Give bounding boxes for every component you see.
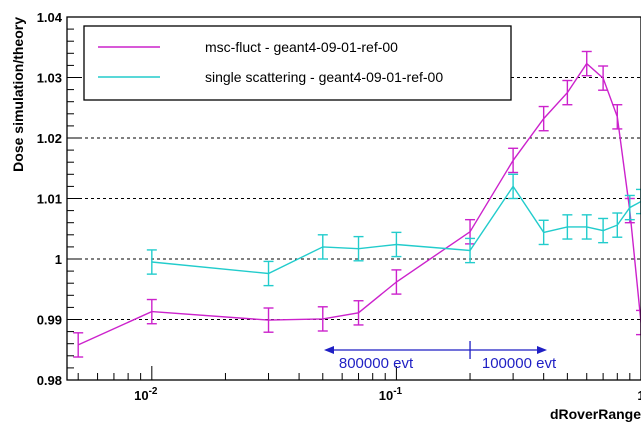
event-count-annotation: 800000 evt 100000 evt: [324, 341, 557, 372]
series-0-errorbar-11: [598, 65, 609, 91]
series-1-errorbar-6: [508, 173, 519, 200]
series-1: [146, 173, 641, 287]
series-1-errorbar-11: [612, 212, 623, 238]
x-tick-label-2: 1: [637, 388, 641, 403]
series-0-errorbar-3: [317, 306, 328, 332]
series-1-errorbar-4: [391, 231, 402, 258]
series-1-errorbar-0: [146, 249, 157, 275]
annotation-left-arrowhead: [324, 346, 334, 354]
series-1-errorbar-13: [636, 188, 641, 215]
y-tick-label-2: 1: [55, 252, 62, 267]
series-0-errorbar-7: [508, 147, 519, 174]
annotation-right-arrowhead: [537, 346, 547, 354]
legend: msc-fluct - geant4-09-01-ref-00 single s…: [83, 25, 512, 101]
series-1-line: [151, 185, 641, 275]
series-0-errorbar-12: [612, 104, 623, 130]
series-0-errorbar-9: [562, 79, 573, 106]
series-0-errorbar-14: [636, 309, 641, 336]
y-tick-label-1: 0.99: [37, 313, 62, 328]
series-0-errorbar-1: [146, 298, 157, 325]
series-1-errorbar-12: [624, 194, 635, 221]
series-1-errorbar-3: [353, 235, 364, 262]
series-0-errorbar-10: [581, 50, 592, 77]
y-tick-label-3: 1.01: [37, 192, 62, 207]
series-0-errorbar-0: [73, 332, 84, 358]
annotation-right-label: 100000 evt: [482, 355, 557, 372]
y-tick-label-6: 1.04: [37, 10, 63, 25]
series-1-errorbar-5: [465, 237, 476, 264]
annotation-left-label: 800000 evt: [339, 355, 414, 372]
series-layer: [73, 50, 641, 358]
legend-label-0: msc-fluct - geant4-09-01-ref-00: [205, 39, 398, 55]
legend-label-1: single scattering - geant4-09-01-ref-00: [205, 69, 443, 85]
series-1-errorbar-2: [317, 234, 328, 260]
legend-box: [83, 25, 512, 101]
series-1-errorbar-9: [581, 214, 592, 240]
y-tick-label-0: 0.98: [37, 373, 62, 388]
series-1-errorbar-1: [263, 260, 274, 287]
series-0-errorbar-4: [353, 300, 364, 326]
series-0-errorbar-8: [538, 105, 549, 132]
y-axis-title: Dose simulation/theory: [10, 17, 26, 172]
series-1-errorbar-8: [562, 214, 573, 240]
series-1-errorbar-7: [538, 219, 549, 246]
series-0-errorbar-2: [263, 307, 274, 333]
y-tick-label-5: 1.03: [37, 71, 62, 86]
series-0-errorbar-5: [391, 269, 402, 295]
x-axis-title: dRoverRange: [550, 406, 641, 422]
series-1-errorbar-10: [598, 217, 609, 244]
y-tick-label-4: 1.02: [37, 131, 62, 146]
